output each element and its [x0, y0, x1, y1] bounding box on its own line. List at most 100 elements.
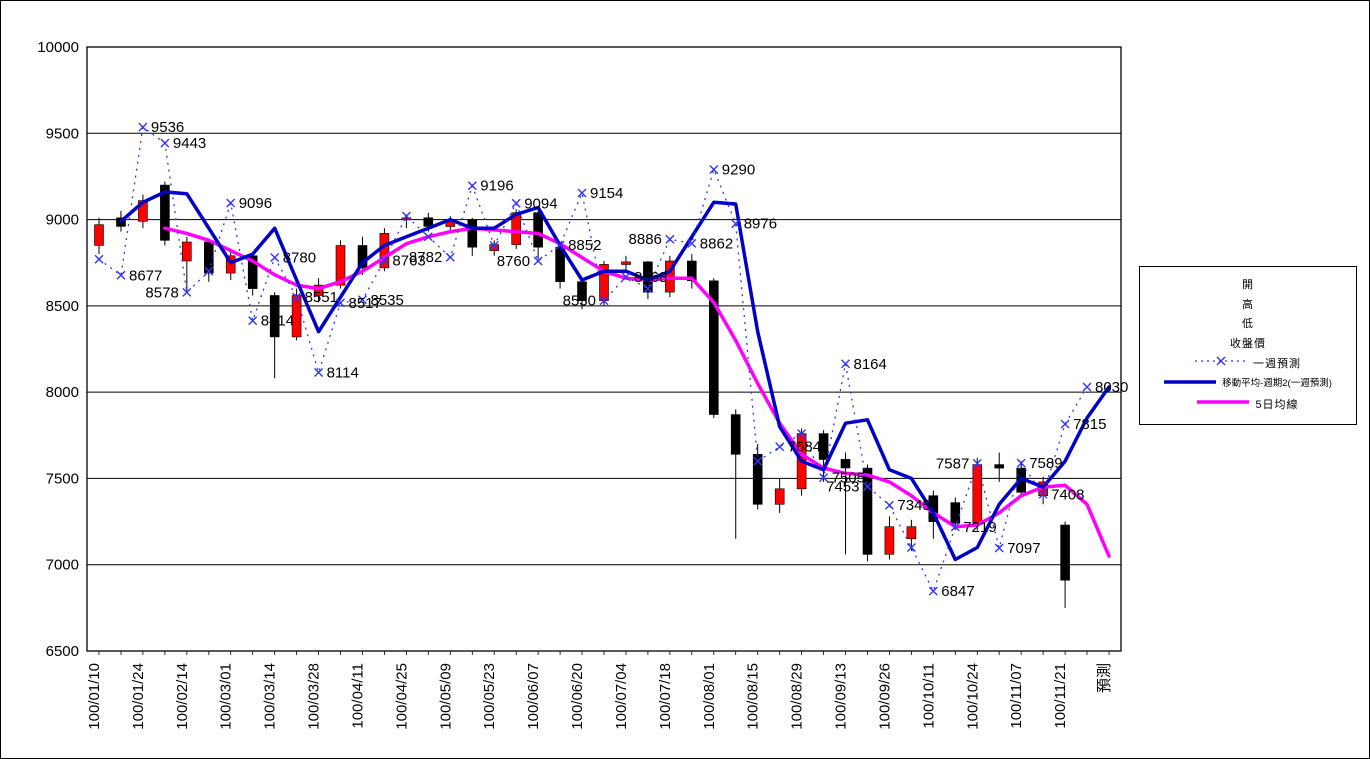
candle [884, 526, 895, 555]
candle [906, 526, 917, 540]
svg-text:7505: 7505 [832, 470, 865, 487]
candle [225, 255, 236, 274]
svg-text:9536: 9536 [151, 119, 184, 136]
svg-text:7345: 7345 [897, 497, 930, 514]
svg-text:8535: 8535 [371, 292, 404, 309]
svg-text:7589: 7589 [1029, 455, 1062, 472]
legend-item-1: 高 [1144, 297, 1352, 314]
candle [818, 433, 829, 460]
legend-item-5: 移動平均-週期2(一週預測) [1144, 376, 1352, 394]
svg-text:100/02/14: 100/02/14 [174, 663, 191, 730]
svg-text:7000: 7000 [46, 557, 79, 574]
legend-label: 開 [1242, 279, 1254, 291]
legend-dotted-x-sample-icon [1195, 355, 1247, 373]
svg-text:100/10/11: 100/10/11 [920, 663, 937, 729]
candle [774, 488, 785, 505]
svg-text:100/11/07: 100/11/07 [1008, 663, 1025, 729]
svg-text:8760: 8760 [497, 253, 530, 270]
svg-text:7097: 7097 [1007, 540, 1040, 557]
svg-text:100/01/24: 100/01/24 [130, 663, 147, 730]
candle [401, 217, 412, 220]
svg-text:100/04/11: 100/04/11 [350, 663, 367, 729]
svg-text:8000: 8000 [46, 384, 79, 401]
legend-label: 一週預測 [1253, 357, 1301, 370]
legend-label: 收盤價 [1230, 337, 1266, 350]
svg-text:8030: 8030 [1095, 379, 1128, 396]
svg-text:100/06/20: 100/06/20 [569, 663, 586, 730]
svg-text:9096: 9096 [239, 195, 272, 212]
svg-text:100/01/10: 100/01/10 [86, 663, 103, 730]
candle [730, 414, 741, 455]
candle [621, 261, 631, 265]
plot-border [86, 46, 1122, 652]
svg-text:6847: 6847 [941, 583, 974, 600]
svg-text:9500: 9500 [46, 125, 79, 142]
svg-text:9443: 9443 [173, 135, 206, 152]
svg-text:7219: 7219 [963, 519, 996, 536]
svg-text:9094: 9094 [524, 195, 557, 212]
svg-text:8551: 8551 [305, 289, 338, 306]
svg-text:8414: 8414 [261, 313, 294, 330]
svg-text:7587: 7587 [936, 455, 969, 472]
candle [972, 464, 983, 524]
svg-text:9290: 9290 [722, 162, 755, 179]
svg-text:8852: 8852 [568, 237, 601, 254]
svg-text:100/08/29: 100/08/29 [789, 663, 806, 730]
legend-item-0: 開 [1144, 277, 1352, 294]
svg-text:6500: 6500 [46, 643, 79, 660]
candle [950, 502, 961, 524]
svg-text:8114: 8114 [327, 365, 359, 382]
y-grid-and-labels: 6500 7000 7500 8000 8500 9000 9500 10000 [37, 39, 1121, 660]
weekly-forecast-dotted-line [98, 125, 1088, 593]
candle [269, 295, 280, 338]
svg-text:100/03/14: 100/03/14 [262, 663, 279, 730]
svg-text:100/05/09: 100/05/09 [437, 663, 454, 730]
legend-label: 移動平均-週期2(一週預測) [1222, 378, 1332, 390]
candle [467, 219, 478, 248]
svg-text:7453: 7453 [826, 479, 859, 496]
svg-text:100/03/01: 100/03/01 [218, 663, 235, 730]
svg-text:8530: 8530 [563, 293, 596, 310]
svg-text:8578: 8578 [145, 284, 178, 301]
candle [840, 459, 851, 469]
candle [994, 464, 1005, 469]
candle [160, 184, 170, 241]
svg-text:8862: 8862 [700, 235, 733, 252]
legend-label: 低 [1242, 318, 1254, 330]
x-axis-labels: 100/01/10 100/01/24 100/02/14 100/03/01 100/… [86, 651, 1113, 730]
svg-text:100/04/25: 100/04/25 [393, 663, 410, 730]
svg-text:100/05/23: 100/05/23 [481, 663, 498, 730]
svg-text:8763: 8763 [392, 253, 425, 270]
svg-text:100/07/04: 100/07/04 [613, 663, 630, 730]
legend-item-6: 5日均線 [1144, 396, 1352, 414]
candle [862, 467, 873, 555]
svg-text:100/08/01: 100/08/01 [701, 663, 718, 730]
svg-text:8164: 8164 [854, 356, 887, 373]
ma-magenta-line [163, 226, 1111, 558]
legend-line-sample-icon [1197, 396, 1250, 414]
candle [752, 453, 763, 505]
svg-text:8668: 8668 [634, 269, 667, 286]
legend: 開高低收盤價一週預測移動平均-週期2(一週預測) 5日均線 [1139, 266, 1357, 425]
svg-text:100/07/18: 100/07/18 [657, 663, 674, 730]
svg-text:100/10/24: 100/10/24 [964, 663, 981, 730]
legend-item-2: 低 [1144, 316, 1352, 333]
svg-text:8780: 8780 [283, 250, 316, 267]
svg-text:100/09/13: 100/09/13 [833, 663, 850, 730]
svg-text:10000: 10000 [37, 39, 79, 56]
svg-text:8677: 8677 [129, 267, 162, 284]
legend-line-sample-icon [1164, 376, 1217, 394]
svg-text:7408: 7408 [1051, 486, 1084, 503]
candle [533, 212, 543, 248]
svg-text:8782: 8782 [409, 249, 442, 266]
candle [708, 280, 719, 415]
svg-text:9154: 9154 [590, 185, 623, 202]
svg-text:100/09/26: 100/09/26 [876, 663, 893, 730]
candle [1060, 524, 1070, 581]
candle [291, 295, 302, 338]
svg-text:7684: 7684 [788, 439, 821, 456]
svg-text:9000: 9000 [46, 212, 79, 229]
candle [94, 224, 104, 246]
